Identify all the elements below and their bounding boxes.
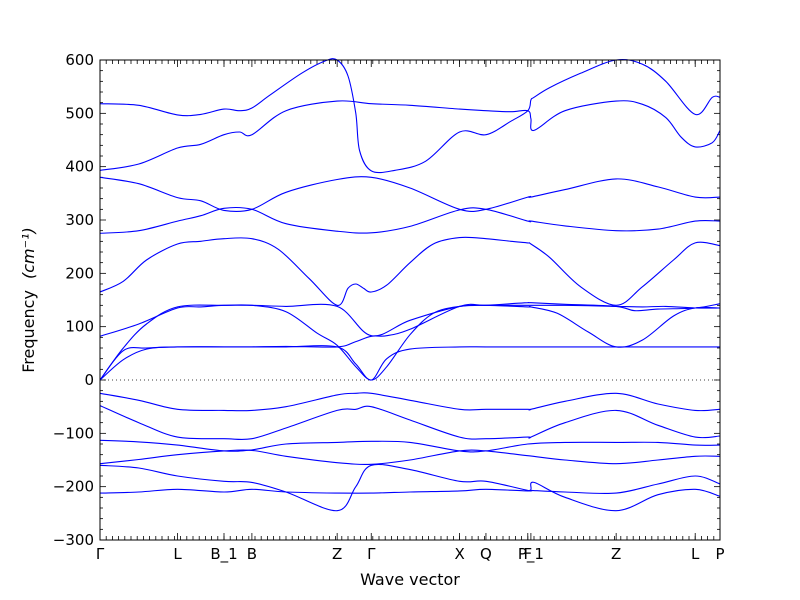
band-line-13 (99, 449, 721, 465)
x-axis-ticks: Γ L B_1 B Z Γ X Q FP_1 Z L P (96, 60, 725, 564)
phonon-bands (99, 58, 721, 512)
y-tick-label: −200 (53, 478, 94, 496)
y-axis-ticks: −300 −200 −100 0 100 200 300 400 500 600 (53, 51, 720, 549)
x-tick-label: L (691, 545, 700, 563)
y-axis-label-unit: (cm⁻¹) (19, 227, 38, 279)
y-tick-label: 600 (65, 51, 94, 69)
y-tick-label: 200 (65, 264, 94, 282)
x-tick-label: F (523, 545, 532, 563)
x-axis-label: Wave vector (360, 570, 460, 589)
band-line-3 (99, 176, 721, 213)
y-tick-label: 400 (65, 158, 94, 176)
x-tick-label: Z (332, 545, 342, 563)
y-tick-label: −100 (53, 424, 94, 442)
x-tick-label: Z (611, 545, 621, 563)
x-tick-label: Q (480, 545, 492, 563)
x-tick-label: B (247, 545, 257, 563)
band-line-11 (99, 405, 721, 441)
band-line-2 (99, 100, 721, 171)
band-line-15 (99, 481, 721, 512)
y-tick-label: 300 (65, 211, 94, 229)
x-tick-label: P_1 (518, 545, 544, 564)
y-axis-label-text: Frequency (19, 290, 38, 373)
x-tick-label: Γ (96, 545, 105, 563)
y-axis-label: Frequency (cm⁻¹) (19, 227, 38, 372)
plot-area: −300 −200 −100 0 100 200 300 400 500 600 Γ L B_1 B Z Γ… (53, 51, 725, 564)
y-tick-label: 500 (65, 104, 94, 122)
x-tick-label: P (715, 545, 724, 563)
band-line-10 (99, 392, 721, 412)
x-tick-label: X (454, 545, 464, 563)
band-line-12 (99, 439, 721, 453)
x-tick-label: B_1 (210, 545, 237, 564)
band-line-14 (99, 463, 721, 512)
band-line-4 (99, 206, 721, 234)
band-line-9 (99, 303, 721, 381)
y-tick-label: 100 (65, 318, 94, 336)
band-line-5 (99, 236, 721, 306)
x-tick-label: Γ (367, 545, 376, 563)
y-tick-label: 0 (84, 371, 94, 389)
y-tick-label: −300 (53, 531, 94, 549)
axes-frame (99, 59, 721, 541)
x-tick-label: L (173, 545, 182, 563)
